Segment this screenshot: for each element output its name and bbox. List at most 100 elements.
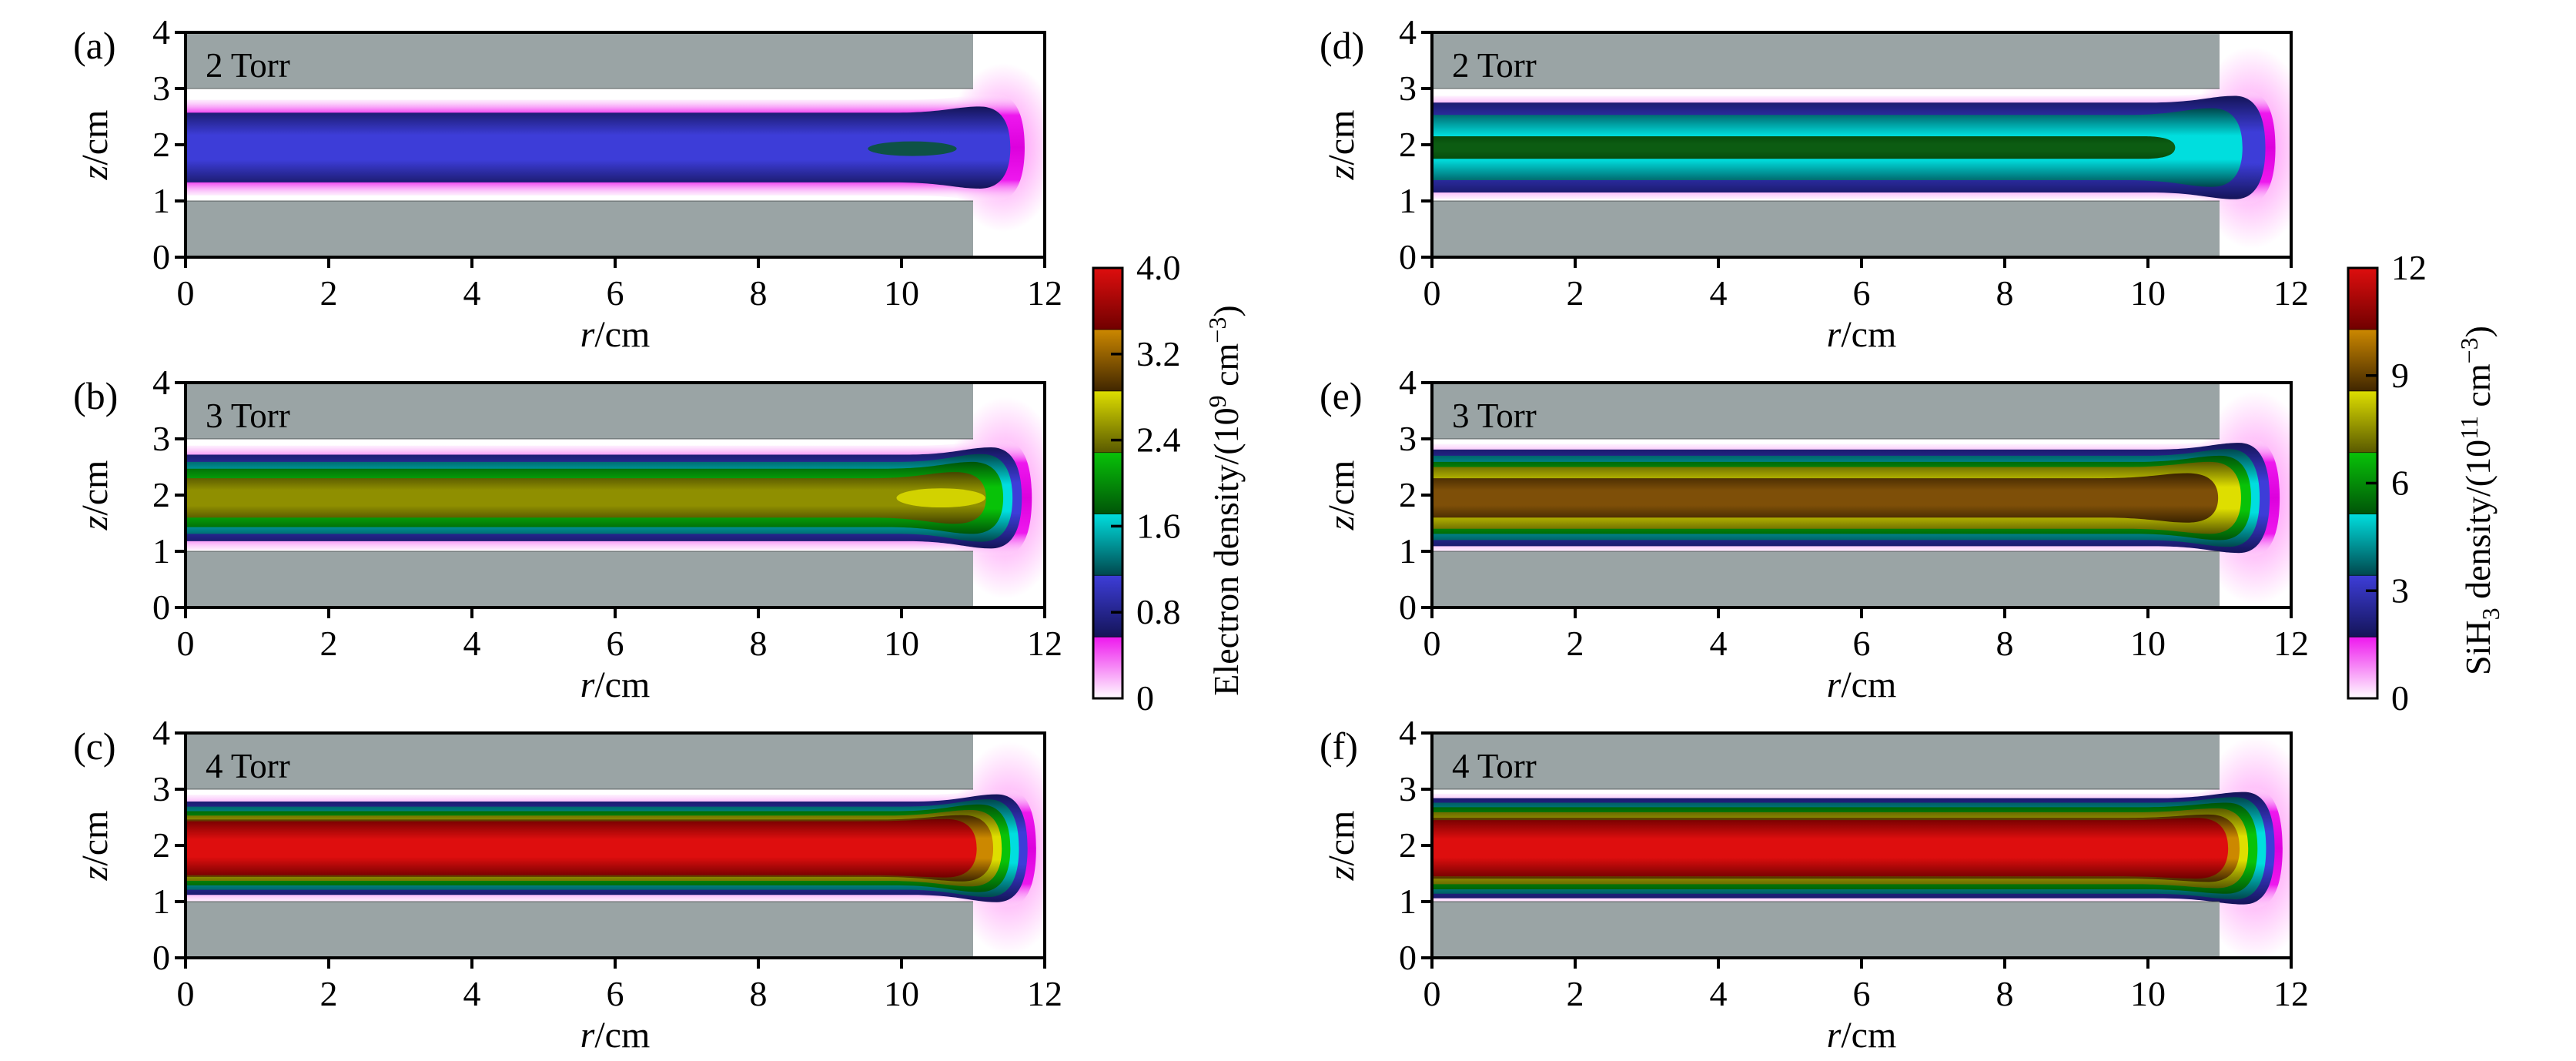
x-tick-label: 12 <box>2273 273 2309 313</box>
colorbar-band-magenta <box>2348 637 2377 699</box>
x-axis-label: r/cm <box>580 314 651 350</box>
contour-field <box>1432 390 2291 605</box>
y-tick-label: 3 <box>1399 419 1417 458</box>
y-tick-label: 4 <box>152 363 170 402</box>
y-axis-label: z/cm <box>1321 110 1362 181</box>
x-tick-label: 10 <box>884 624 919 663</box>
x-tick-label: 8 <box>1996 624 2014 663</box>
y-tick-label: 4 <box>1399 363 1417 402</box>
electrode-top <box>1432 733 2220 789</box>
x-tick-label: 6 <box>1853 974 1871 1013</box>
panel-letter: (b) <box>73 374 118 417</box>
contour-band-blue <box>186 106 1011 189</box>
x-tick-label: 10 <box>2130 974 2166 1013</box>
y-tick-label: 3 <box>1399 69 1417 108</box>
y-tick-label: 4 <box>152 12 170 52</box>
colorbar-band-orange <box>1093 329 1122 392</box>
x-tick-label: 10 <box>2130 624 2166 663</box>
y-tick-label: 1 <box>1399 531 1417 571</box>
x-tick-label: 8 <box>1996 273 2014 313</box>
colorbar-tick-label: 6 <box>2391 464 2409 503</box>
x-tick-label: 12 <box>1027 974 1062 1013</box>
electrode-top <box>1432 32 2220 89</box>
x-tick-label: 12 <box>2273 974 2309 1013</box>
electrode-bottom <box>1432 551 2220 607</box>
colorbar-band-yellow <box>2348 390 2377 454</box>
x-tick-label: 6 <box>607 974 624 1013</box>
x-tick-label: 4 <box>1710 974 1728 1013</box>
colorbar-tick-label: 0 <box>1136 678 1154 718</box>
x-tick-label: 4 <box>463 974 481 1013</box>
y-tick-label: 4 <box>152 713 170 752</box>
colorbar-tick-label: 0 <box>2391 678 2409 718</box>
x-tick-label: 2 <box>1567 273 1584 313</box>
x-tick-label: 0 <box>1423 624 1441 663</box>
colorbar-band-blue <box>1093 575 1122 638</box>
pressure-label: 2 Torr <box>1452 46 1537 85</box>
density-core <box>896 488 985 508</box>
y-tick-label: 2 <box>152 825 170 865</box>
x-axis-label: r/cm <box>1827 1015 1897 1051</box>
x-tick-label: 10 <box>2130 273 2166 313</box>
x-axis-label: r/cm <box>1827 664 1897 701</box>
contour-field <box>186 397 1045 600</box>
electrode-top <box>186 32 973 89</box>
colorbar-electron-density: 0 0.8 1.6 2.4 3.2 4.0 Electron density/(109 cm… <box>1092 248 1246 718</box>
colorbar-title: Electron density/(109 cm−3) <box>1203 305 1246 695</box>
colorbar-tick-label: 9 <box>2391 356 2409 395</box>
contour-field <box>186 63 1045 233</box>
x-tick-label: 0 <box>177 974 195 1013</box>
pressure-label: 2 Torr <box>206 46 290 85</box>
x-tick-label: 12 <box>1027 624 1062 663</box>
electrode-top <box>186 383 973 439</box>
x-tick-label: 4 <box>463 624 481 663</box>
electrode-bottom <box>186 551 973 607</box>
colorbar-band-red <box>2348 268 2377 330</box>
x-tick-label: 4 <box>1710 624 1728 663</box>
colorbar-band-cyan <box>1093 514 1122 576</box>
electrode-bottom <box>186 902 973 958</box>
y-tick-label: 1 <box>152 882 170 921</box>
colorbar-tick-label: 3 <box>2391 571 2409 610</box>
colorbar-band-orange <box>2348 329 2377 392</box>
colorbar-band-blue <box>2348 575 2377 638</box>
x-tick-label: 2 <box>320 974 338 1013</box>
colorbar-tick-label: 4.0 <box>1136 248 1181 287</box>
contour-field <box>186 741 1045 956</box>
y-tick-label: 4 <box>1399 12 1417 52</box>
colorbar-band-red <box>1093 268 1122 330</box>
pressure-label: 4 Torr <box>1452 747 1537 785</box>
panel-letter: (e) <box>1320 374 1363 417</box>
x-tick-label: 0 <box>1423 273 1441 313</box>
x-axis-label: r/cm <box>1827 314 1897 350</box>
contour-band-red <box>1432 818 2229 879</box>
contour-band-olive <box>186 472 986 524</box>
colorbar-tick-label: 0.8 <box>1136 592 1181 631</box>
colorbar-frame <box>1092 266 1124 700</box>
x-tick-label: 2 <box>320 624 338 663</box>
y-tick-label: 2 <box>152 125 170 164</box>
colorbar-band-magenta <box>1093 637 1122 699</box>
x-tick-label: 12 <box>1027 273 1062 313</box>
y-axis-label: z/cm <box>1321 811 1362 882</box>
y-axis-label: z/cm <box>1321 460 1362 531</box>
colorbar-tick-label: 3.2 <box>1136 334 1181 373</box>
x-tick-label: 6 <box>1853 273 1871 313</box>
electrode-bottom <box>186 201 973 257</box>
y-tick-label: 4 <box>1399 713 1417 752</box>
y-tick-label: 2 <box>152 475 170 514</box>
x-tick-label: 2 <box>1567 624 1584 663</box>
contour-band-brown <box>1432 473 2219 523</box>
panel-letter: (d) <box>1320 24 1364 67</box>
y-tick-label: 2 <box>1399 475 1417 514</box>
y-axis-label: z/cm <box>75 110 115 181</box>
electrode-bottom <box>1432 902 2220 958</box>
